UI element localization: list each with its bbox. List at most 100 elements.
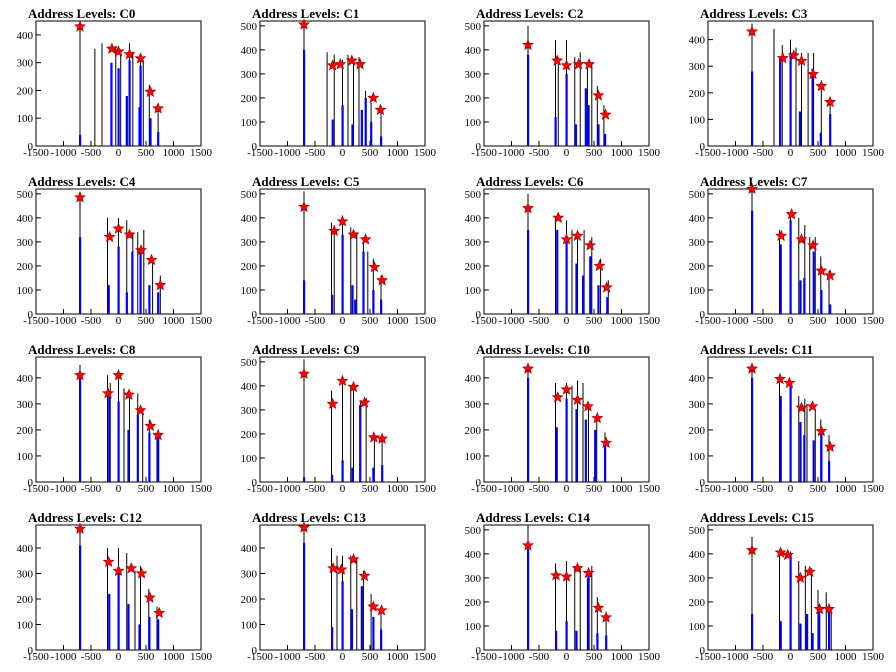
x-tick-label: 0 bbox=[788, 315, 794, 327]
y-tick-label: 0 bbox=[700, 477, 706, 489]
peak-marker bbox=[74, 20, 86, 32]
x-tick-label: 1000 bbox=[387, 483, 410, 495]
histogram-bar bbox=[554, 117, 557, 146]
x-tick-label: -1000 bbox=[275, 483, 301, 495]
chart-svg: -1500 -1000 -500 0 500 1000 1500 0 100 200 300 400 bbox=[465, 356, 661, 495]
chart-panel: -1500 -1000 -500 0 500 1000 1500 0 100 200 300 400 5… bbox=[224, 0, 448, 168]
histogram-bar bbox=[125, 96, 128, 146]
histogram-bar bbox=[303, 49, 306, 146]
x-tick-label: 1000 bbox=[163, 147, 186, 159]
chart-panel: -1500 -1000 -500 0 500 1000 1500 0 100 200 300 400 A… bbox=[0, 0, 224, 168]
x-tick-label: 1000 bbox=[163, 651, 186, 663]
chart-panel: -1500 -1000 -500 0 500 1000 1500 0 100 200 300 400 A… bbox=[0, 504, 224, 672]
x-tick-label: 0 bbox=[564, 483, 570, 495]
histogram-bar bbox=[128, 59, 131, 147]
peak-marker bbox=[803, 565, 816, 577]
peak-marker bbox=[591, 411, 604, 424]
x-tick-label: -1500 bbox=[695, 147, 721, 159]
chart-svg: -1500 -1000 -500 0 500 1000 1500 0 100 200 300 400 5… bbox=[465, 20, 661, 159]
histogram-bar bbox=[79, 134, 82, 146]
y-tick-label: 300 bbox=[465, 573, 482, 585]
histogram-bar bbox=[331, 294, 334, 314]
peak-marker bbox=[560, 383, 573, 395]
y-tick-label: 0 bbox=[28, 141, 34, 153]
peak-marker bbox=[781, 548, 794, 561]
x-tick-label: 500 bbox=[362, 651, 379, 663]
peak-marker bbox=[522, 38, 534, 51]
y-tick-label: 0 bbox=[476, 141, 482, 153]
histogram-bar bbox=[803, 435, 806, 482]
peak-marker bbox=[581, 400, 594, 412]
chart-svg: -1500 -1000 -500 0 500 1000 1500 0 100 200 300 400 bbox=[17, 20, 213, 159]
peak-marker bbox=[134, 404, 147, 416]
histogram-bar bbox=[597, 124, 600, 146]
y-tick-label: 200 bbox=[689, 261, 706, 273]
x-tick-label: -1000 bbox=[51, 147, 77, 159]
y-tick-label: 300 bbox=[689, 237, 706, 249]
histogram-bar bbox=[820, 289, 823, 314]
histogram-bar bbox=[575, 630, 578, 650]
histogram-bar bbox=[779, 621, 782, 650]
histogram-bar bbox=[604, 442, 607, 482]
x-tick-label: 0 bbox=[116, 651, 122, 663]
x-tick-label: -500 bbox=[529, 483, 550, 495]
histogram-bar bbox=[360, 586, 363, 650]
histogram-bar bbox=[331, 474, 334, 482]
x-tick-label: 1500 bbox=[862, 483, 885, 495]
chart-svg: -1500 -1000 -500 0 500 1000 1500 0 100 200 300 400 bbox=[17, 356, 213, 495]
y-tick-label: 100 bbox=[241, 285, 258, 297]
y-tick-label: 100 bbox=[17, 619, 34, 631]
histogram-bar bbox=[751, 377, 754, 482]
y-tick-label: 400 bbox=[17, 30, 34, 42]
x-tick-label: 1500 bbox=[638, 483, 661, 495]
histogram-bar bbox=[811, 633, 814, 650]
histogram-bar bbox=[157, 132, 160, 146]
chart-svg: -1500 -1000 -500 0 500 1000 1500 0 100 200 300 400 bbox=[17, 522, 213, 663]
chart-svg: -1500 -1000 -500 0 500 1000 1500 0 100 200 300 400 5… bbox=[689, 182, 885, 327]
y-tick-label: 100 bbox=[17, 285, 34, 297]
histogram-bar bbox=[148, 285, 151, 314]
histogram-bar bbox=[79, 372, 82, 482]
x-tick-label: -500 bbox=[81, 147, 102, 159]
peak-marker bbox=[326, 397, 339, 409]
y-tick-label: 0 bbox=[252, 645, 258, 657]
peak-marker bbox=[125, 562, 138, 574]
histogram-bar bbox=[127, 604, 130, 650]
y-tick-label: 400 bbox=[17, 543, 34, 555]
x-tick-label: 0 bbox=[116, 315, 122, 327]
histogram-bar bbox=[131, 251, 134, 314]
chart-title: Address Levels: C6 bbox=[476, 174, 584, 189]
histogram-bar bbox=[527, 549, 530, 650]
x-tick-label: 1000 bbox=[611, 147, 634, 159]
peak-marker bbox=[103, 230, 116, 243]
histogram-bar bbox=[587, 570, 590, 650]
peak-marker bbox=[746, 182, 758, 195]
histogram-bar bbox=[341, 581, 344, 650]
y-tick-label: 400 bbox=[465, 45, 482, 57]
y-tick-label: 0 bbox=[28, 477, 34, 489]
histogram-bar bbox=[370, 121, 373, 146]
y-tick-label: 400 bbox=[17, 213, 34, 225]
peak-marker bbox=[600, 281, 613, 293]
x-tick-label: -1500 bbox=[23, 315, 49, 327]
histogram-bar bbox=[575, 409, 578, 482]
y-tick-label: 200 bbox=[689, 425, 706, 437]
histogram-bar bbox=[372, 616, 375, 650]
peak-marker bbox=[785, 207, 798, 220]
histogram-bar bbox=[751, 613, 754, 650]
histogram-bar bbox=[574, 124, 578, 146]
histogram-bar bbox=[527, 377, 530, 482]
x-tick-label: 500 bbox=[362, 483, 379, 495]
x-tick-label: -1500 bbox=[471, 147, 497, 159]
y-tick-label: 200 bbox=[17, 261, 34, 273]
chart-title: Address Levels: C4 bbox=[28, 174, 136, 189]
x-tick-label: -1000 bbox=[499, 147, 525, 159]
x-tick-label: 500 bbox=[810, 315, 827, 327]
x-tick-label: -1500 bbox=[23, 483, 49, 495]
x-tick-label: 1500 bbox=[414, 483, 437, 495]
peak-marker bbox=[145, 253, 158, 266]
x-tick-label: -1000 bbox=[499, 483, 525, 495]
peak-marker bbox=[347, 553, 360, 565]
x-tick-label: 500 bbox=[138, 651, 155, 663]
y-tick-label: 400 bbox=[465, 549, 482, 561]
